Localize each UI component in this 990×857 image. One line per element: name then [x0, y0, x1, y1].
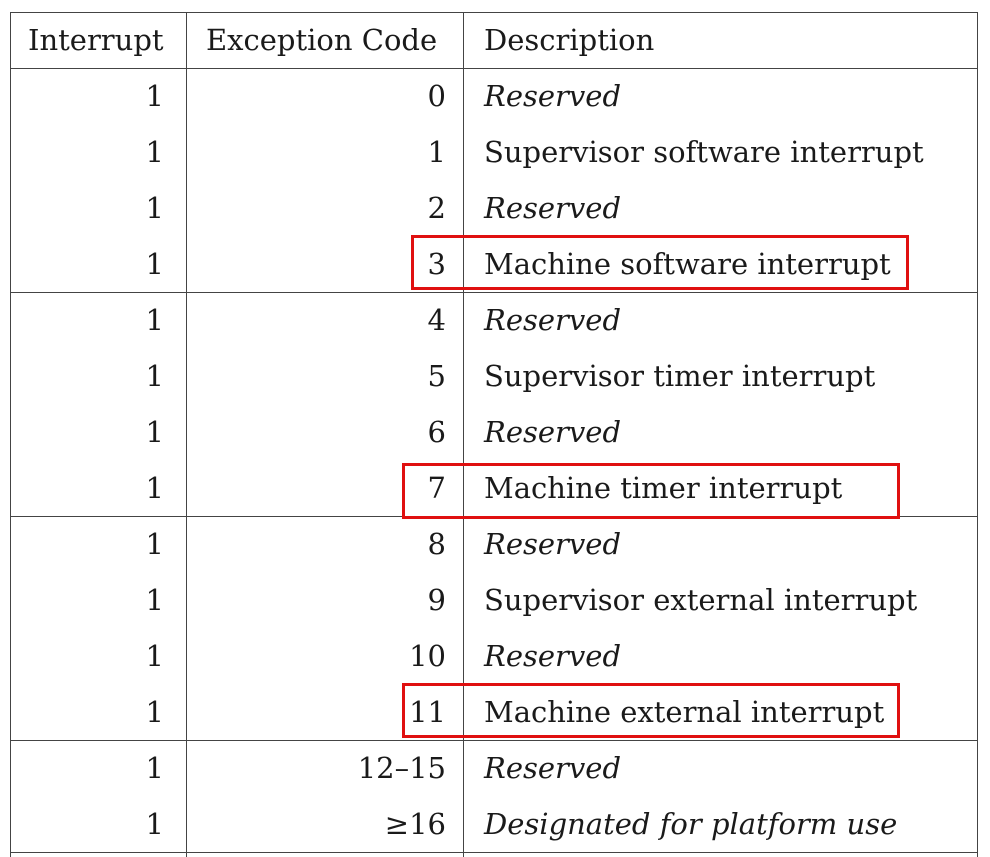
description-cell: Designated for platform use	[484, 807, 898, 841]
group-rule-1	[10, 292, 978, 293]
description-cell: Supervisor software interrupt	[484, 135, 924, 169]
exception-code-cell: 0	[427, 79, 446, 113]
highlight-box-machine-timer	[402, 463, 900, 519]
description-cell: Reserved	[484, 79, 622, 113]
interrupt-cell: 1	[145, 639, 164, 673]
header-interrupt: Interrupt	[28, 23, 164, 57]
description-cell: Reserved	[484, 415, 622, 449]
exception-code-cell: 3	[427, 247, 446, 281]
column-divider-1	[186, 12, 187, 857]
exception-code-cell: 8	[427, 527, 446, 561]
description-cell: Machine external interrupt	[484, 695, 885, 729]
exception-code-cell: 10	[409, 639, 446, 673]
interrupt-cell: 1	[145, 303, 164, 337]
exception-code-cell: 4	[427, 303, 446, 337]
interrupt-cell: 1	[145, 807, 164, 841]
header-description: Description	[484, 23, 655, 57]
left-border	[10, 12, 11, 857]
group-rule-3	[10, 740, 978, 741]
table-top-rule	[10, 12, 978, 13]
exception-code-cell: 1	[427, 135, 446, 169]
exception-code-cell: 5	[427, 359, 446, 393]
interrupt-cell: 1	[145, 415, 164, 449]
interrupt-cell: 1	[145, 471, 164, 505]
description-cell: Reserved	[484, 751, 622, 785]
exception-code-cell: 11	[409, 695, 446, 729]
description-cell: Reserved	[484, 303, 622, 337]
interrupt-cell: 1	[145, 527, 164, 561]
interrupt-cell: 1	[145, 359, 164, 393]
interrupt-cell: 1	[145, 247, 164, 281]
interrupt-cell: 1	[145, 751, 164, 785]
description-cell: Reserved	[484, 191, 622, 225]
group-rule-4	[10, 852, 978, 853]
description-cell: Supervisor timer interrupt	[484, 359, 876, 393]
description-cell: Reserved	[484, 527, 622, 561]
highlight-box-machine-software	[411, 235, 909, 290]
right-border	[977, 12, 978, 857]
exception-code-cell: 9	[427, 583, 446, 617]
description-cell: Reserved	[484, 639, 622, 673]
interrupt-cell: 1	[145, 695, 164, 729]
column-divider-2	[463, 12, 464, 857]
description-cell: Machine software interrupt	[484, 247, 891, 281]
exception-code-cell: 2	[427, 191, 446, 225]
description-cell: Machine timer interrupt	[484, 471, 843, 505]
exception-code-cell: 7	[427, 471, 446, 505]
description-cell: Supervisor external interrupt	[484, 583, 918, 617]
header-exception-code: Exception Code	[206, 23, 438, 57]
interrupt-cell: 1	[145, 79, 164, 113]
highlight-box-machine-external	[402, 683, 900, 738]
header-rule	[10, 68, 978, 69]
interrupt-cell: 1	[145, 191, 164, 225]
interrupt-cell: 1	[145, 135, 164, 169]
exception-code-cell: ≥16	[384, 807, 446, 841]
interrupt-cell: 1	[145, 583, 164, 617]
exception-code-cell: 12–15	[357, 751, 446, 785]
exception-code-cell: 6	[427, 415, 446, 449]
